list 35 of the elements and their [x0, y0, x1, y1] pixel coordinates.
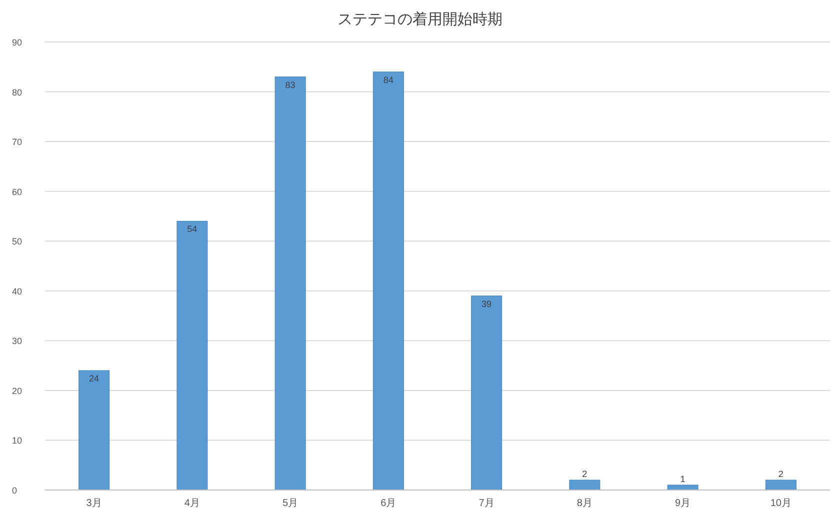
y-tick-label: 50: [12, 236, 22, 247]
bar: [471, 296, 502, 490]
y-tick-label: 60: [12, 186, 22, 197]
x-tick-label: 5月: [282, 498, 298, 509]
y-tick-label: 10: [12, 436, 22, 446]
y-tick-label: 90: [12, 38, 22, 48]
bar: [667, 484, 698, 490]
x-tick-label: 3月: [86, 498, 102, 509]
data-label: 39: [482, 298, 492, 309]
data-label: 54: [187, 224, 198, 234]
bar: [765, 480, 796, 490]
data-label: 84: [383, 74, 394, 85]
x-tick-label: 7月: [478, 498, 494, 509]
y-tick-label: 40: [12, 286, 22, 296]
y-tick-label: 30: [12, 336, 22, 346]
x-tick-label: 9月: [675, 498, 691, 509]
x-tick-label: 10月: [770, 498, 792, 509]
bar: [78, 370, 110, 490]
bar: [176, 220, 208, 490]
bar: [569, 480, 600, 490]
y-tick-label: 20: [12, 386, 22, 396]
data-label: 1: [680, 474, 686, 484]
bar: [372, 72, 404, 490]
data-label: 2: [778, 469, 784, 480]
y-tick-label: 80: [12, 87, 22, 98]
x-tick-label: 4月: [184, 498, 200, 509]
data-label: 24: [89, 374, 100, 384]
x-tick-label: 6月: [380, 498, 396, 509]
x-tick-label: 8月: [576, 498, 592, 509]
bar: [274, 76, 306, 490]
chart-title: ステテコの着用開始時期: [338, 11, 502, 28]
y-tick-label: 0: [12, 486, 18, 496]
data-label: 2: [582, 469, 588, 480]
y-tick-label: 70: [12, 137, 22, 148]
data-label: 83: [285, 80, 296, 90]
